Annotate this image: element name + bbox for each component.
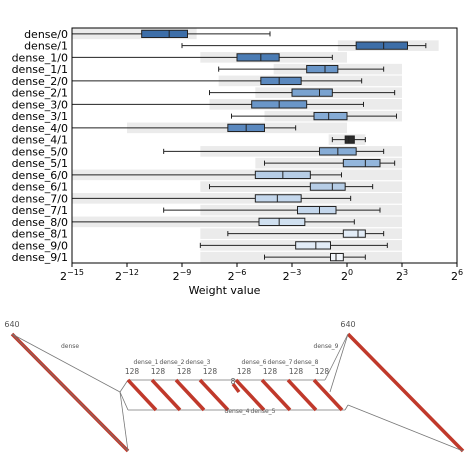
layer-width-label: 128	[203, 367, 218, 376]
hidden-layer-bar	[174, 378, 206, 412]
x-tick-exponent: −6	[235, 268, 247, 277]
hidden-layer-bar	[234, 378, 266, 412]
layer-name: dense_2	[160, 359, 185, 366]
row-label: dense_2/0	[12, 75, 68, 88]
box	[306, 64, 339, 74]
layer-name: dense_4	[225, 408, 250, 415]
row-label: dense_5/1	[12, 157, 68, 170]
hidden-layer-bar	[260, 378, 292, 412]
x-tick-exponent: 3	[403, 268, 408, 277]
x-tick-label: 2−6	[228, 268, 247, 283]
row-label: dense_7/1	[12, 204, 68, 217]
bottleneck-bar	[231, 382, 241, 394]
box	[297, 205, 337, 215]
layer-name: dense_5	[251, 408, 276, 415]
box	[254, 194, 302, 203]
row-label: dense_8/1	[12, 228, 68, 241]
hidden-layer-bar	[198, 378, 230, 412]
row-label: dense_4/0	[12, 122, 68, 135]
layer-width-label: 128	[125, 367, 140, 376]
layer-width-label: 128	[177, 367, 192, 376]
layer-width-label: 640	[4, 320, 19, 329]
layer-name: dense_8	[294, 359, 319, 366]
box	[291, 88, 333, 97]
connector-line	[347, 404, 464, 452]
connector-line	[329, 333, 349, 393]
row-label: dense_3/0	[12, 98, 68, 111]
x-tick-label: 2−9	[173, 268, 192, 283]
box	[330, 252, 344, 262]
connector-line	[119, 391, 129, 452]
box	[236, 53, 280, 62]
layer-name: dense_9	[314, 343, 339, 350]
layer-width-label: 8	[231, 377, 236, 386]
row-label: dense_3/1	[12, 110, 68, 123]
row-label: dense_2/1	[12, 87, 68, 100]
row-label: dense_4/1	[12, 134, 68, 147]
weight-boxplot: dense/0dense/1dense_1/0dense_1/1dense_2/…	[12, 27, 463, 297]
x-tick-label: 2−12	[115, 268, 139, 283]
x-tick-exponent: 0	[348, 268, 353, 277]
box	[309, 182, 346, 191]
layer-name: dense	[61, 343, 79, 350]
layer-name: dense_1	[134, 359, 159, 366]
hidden-layer-bar	[126, 378, 158, 412]
x-tick-label: 23	[396, 268, 408, 283]
row-label: dense_6/1	[12, 181, 68, 194]
layer-name: dense_6	[242, 359, 267, 366]
layer-width-label: 640	[340, 320, 355, 329]
x-tick-label: 26	[451, 268, 463, 283]
box	[342, 158, 381, 168]
x-tick-label: 2−3	[283, 268, 302, 283]
row-label: dense_8/0	[12, 216, 68, 229]
layer-width-label: 128	[151, 367, 166, 376]
hidden-layer-bar	[312, 378, 344, 412]
box	[313, 111, 348, 121]
x-tick-exponent: −15	[67, 268, 84, 277]
box	[295, 241, 331, 250]
row-label: dense/0	[24, 28, 68, 41]
row-label: dense_5/0	[12, 145, 68, 158]
box	[258, 217, 306, 227]
connector-line	[344, 404, 349, 411]
layer-width-label: 128	[289, 367, 304, 376]
x-tick-label: 20	[341, 268, 353, 283]
layer-name: dense_3	[186, 359, 211, 366]
layer-width-label: 128	[315, 367, 330, 376]
row-label: dense_6/0	[12, 169, 68, 182]
row-label: dense/1	[24, 40, 68, 53]
box	[344, 135, 355, 144]
x-axis-label: Weight value	[189, 284, 261, 297]
row-label: dense_9/0	[12, 239, 68, 252]
box	[342, 229, 366, 238]
x-tick-exponent: 6	[458, 268, 463, 277]
x-tick-exponent: −12	[122, 268, 139, 277]
connector-line	[11, 333, 129, 452]
box	[141, 29, 189, 39]
x-tick-label: 2−15	[60, 268, 84, 283]
connector-line	[324, 333, 349, 381]
row-label: dense_7/0	[12, 192, 68, 205]
row-label: dense_9/1	[12, 251, 68, 264]
row-label: dense_1/1	[12, 63, 68, 76]
box	[355, 41, 408, 50]
x-tick-exponent: −3	[290, 268, 302, 277]
box	[260, 76, 302, 86]
layer-width-label: 128	[263, 367, 278, 376]
plot-frame	[71, 27, 458, 264]
output-layer-bar	[346, 332, 465, 453]
hidden-layer-bar	[150, 378, 182, 412]
layer-name: dense_7	[268, 359, 293, 366]
layer-width-label: 128	[237, 367, 252, 376]
hidden-layer-bar	[286, 378, 318, 412]
x-tick-exponent: −9	[180, 268, 192, 277]
connector-line	[119, 391, 129, 411]
connector-line	[119, 379, 129, 393]
row-label: dense_1/0	[12, 51, 68, 64]
connector-line	[11, 333, 121, 393]
